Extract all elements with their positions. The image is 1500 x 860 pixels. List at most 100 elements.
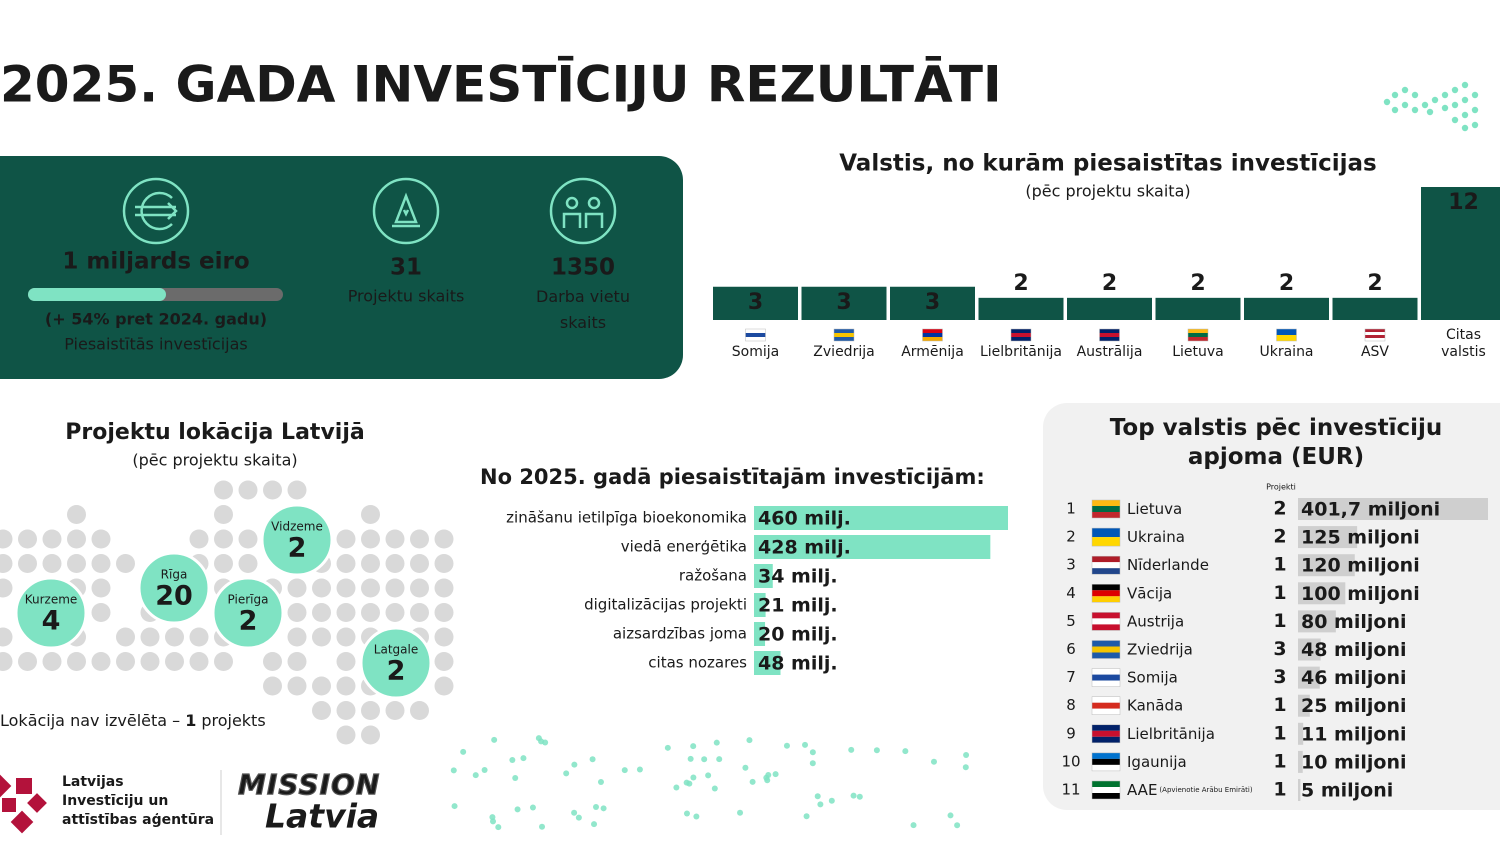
decor-dot xyxy=(460,748,467,755)
decor-dot xyxy=(539,823,546,830)
decor-dot xyxy=(575,814,582,821)
map-dot xyxy=(336,676,356,696)
decor-dot xyxy=(809,749,816,756)
decor-dot xyxy=(716,756,723,763)
country-name: AAE (Apvienotie Arābu Emirāti) xyxy=(1127,781,1253,799)
bar xyxy=(1298,554,1355,577)
flag-stripe xyxy=(1092,674,1120,681)
decor-dot xyxy=(1391,91,1399,99)
map-dot xyxy=(312,627,331,647)
bar-value-label: 20 milj. xyxy=(758,624,838,646)
projects-value: 31 xyxy=(390,255,422,281)
flag xyxy=(1091,696,1121,715)
decor-dot xyxy=(592,803,599,810)
flag-stripe xyxy=(1365,335,1385,338)
map-dot xyxy=(0,652,13,671)
flag-border xyxy=(1091,612,1121,631)
decor-dot xyxy=(490,818,497,825)
x-tick-label: Austrālija xyxy=(1077,344,1143,360)
decor-dot xyxy=(962,764,969,771)
flag-stripe xyxy=(1092,556,1120,563)
map-dot xyxy=(91,652,111,671)
summary-panel xyxy=(0,156,683,379)
region-bubble xyxy=(211,576,285,650)
map-dot xyxy=(287,627,307,647)
agency-line: Investīciju un xyxy=(62,793,168,809)
flag-stripe xyxy=(922,333,943,337)
decor-dot xyxy=(1411,91,1419,99)
map-dot xyxy=(336,725,356,745)
jobs-glyph xyxy=(562,196,604,228)
decor-dot xyxy=(902,748,909,755)
bar xyxy=(754,651,781,675)
map-dot xyxy=(336,578,356,598)
decor-dot xyxy=(873,747,880,754)
flag-stripe xyxy=(1276,329,1297,335)
decor-dot xyxy=(817,801,824,808)
flag-border xyxy=(922,328,943,342)
x-tick-label: Somija xyxy=(732,344,779,360)
chart-title: No 2025. gadā piesaistītajām investīcijā… xyxy=(480,465,985,489)
map-dot xyxy=(410,554,429,573)
country-name: Lietuva xyxy=(1127,500,1182,518)
country-label: Ukraina xyxy=(1127,528,1185,546)
flag-border xyxy=(1091,724,1121,744)
y-tick-label: aizsardzības joma xyxy=(613,625,747,643)
map-dot xyxy=(287,676,307,696)
decor-dot xyxy=(693,813,700,820)
y-tick-label: citas nozares xyxy=(648,654,747,672)
x-tick-label: Lielbritānija xyxy=(980,344,1062,360)
bar-value-label: 2 xyxy=(1102,271,1117,296)
chart-title: Projektu lokācija Latvijā xyxy=(65,420,364,445)
flag-border xyxy=(745,328,766,342)
projects-icon xyxy=(372,177,440,245)
country-label: Nīderlande xyxy=(1127,556,1209,574)
note-suffix: projekts xyxy=(201,711,265,730)
project-count: 3 xyxy=(1273,666,1286,688)
decor-dot xyxy=(1451,101,1459,109)
brand-bottom: Latvia xyxy=(265,797,379,836)
bar-value-label: 46 miljoni xyxy=(1301,667,1406,689)
map-dot xyxy=(434,652,454,671)
country-label: Igaunija xyxy=(1127,752,1187,770)
flag-stripe xyxy=(1092,624,1120,631)
bar-value-label: 120 miljoni xyxy=(1301,555,1420,577)
flag-stripe xyxy=(1099,329,1120,333)
region-name: Rīga xyxy=(161,568,188,582)
bar-value-label: 21 milj. xyxy=(758,595,838,617)
flag-stripe xyxy=(745,337,766,341)
chart-title: Top valstis pēc investīciju apjoma (EUR) xyxy=(1110,415,1442,470)
rank: 1 xyxy=(1066,500,1076,518)
flag xyxy=(1010,328,1032,342)
flag-border xyxy=(1099,328,1120,342)
map-dot xyxy=(140,627,160,647)
flag xyxy=(1091,527,1121,547)
location-note: Lokācija nav izvēlēta – 1 projekts xyxy=(0,711,266,730)
region-name: Latgale xyxy=(374,643,418,657)
map-dot xyxy=(165,652,184,671)
flag-stripe xyxy=(1092,758,1120,765)
country-name: Zviedrija xyxy=(1127,640,1193,658)
bar-value-label: 48 miljoni xyxy=(1301,639,1406,661)
country-name: Somija xyxy=(1127,668,1178,686)
decor-dot xyxy=(828,797,835,804)
map-dot xyxy=(91,603,111,622)
bar-value-label: 5 miljoni xyxy=(1301,780,1393,802)
flag xyxy=(745,328,766,342)
bar xyxy=(890,286,975,320)
map-dot xyxy=(0,578,13,598)
brand-top: MISSION xyxy=(238,768,380,801)
decor-dot xyxy=(636,766,643,773)
project-count: 2 xyxy=(1273,526,1286,548)
map-dot xyxy=(214,505,233,524)
map-dot xyxy=(18,652,37,671)
decor-dot xyxy=(1391,106,1399,114)
flag-stripe xyxy=(1092,562,1120,569)
flag-stripe xyxy=(1092,652,1120,659)
agency-logo xyxy=(0,774,47,834)
flag-stripe xyxy=(922,337,943,341)
projects-label: Projektu skaits xyxy=(348,287,465,306)
rank: 11 xyxy=(1061,781,1080,799)
rank: 8 xyxy=(1066,696,1076,714)
